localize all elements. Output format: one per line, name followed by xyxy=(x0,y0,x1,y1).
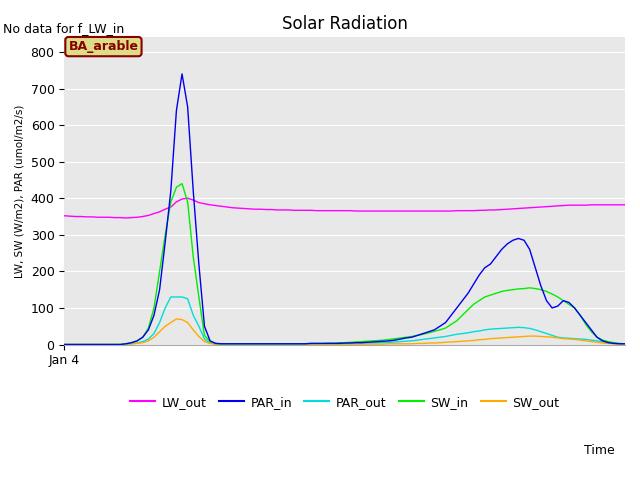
Legend: LW_out, PAR_in, PAR_out, SW_in, SW_out: LW_out, PAR_in, PAR_out, SW_in, SW_out xyxy=(125,391,564,414)
Text: No data for f_LW_in: No data for f_LW_in xyxy=(3,22,124,35)
Text: Time: Time xyxy=(584,444,614,457)
Text: BA_arable: BA_arable xyxy=(68,40,138,53)
Title: Solar Radiation: Solar Radiation xyxy=(282,15,408,33)
Y-axis label: LW, SW (W/m2), PAR (umol/m2/s): LW, SW (W/m2), PAR (umol/m2/s) xyxy=(15,104,25,277)
